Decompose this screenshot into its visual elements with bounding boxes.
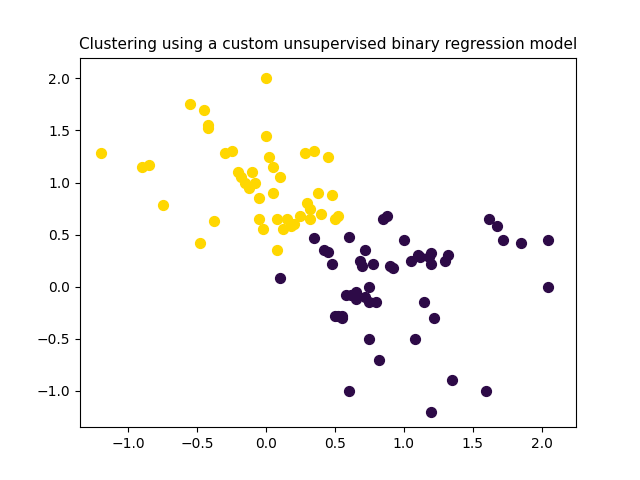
Point — [351, 295, 361, 303]
Point — [369, 260, 379, 267]
Point — [364, 335, 374, 343]
Point — [385, 262, 395, 270]
Point — [272, 215, 282, 223]
Point — [492, 222, 502, 230]
Point — [344, 233, 354, 240]
Point — [337, 314, 347, 322]
Point — [185, 101, 195, 108]
Point — [351, 288, 361, 296]
Point — [268, 189, 278, 197]
Point — [285, 222, 296, 230]
Point — [268, 163, 278, 171]
Point — [516, 239, 526, 247]
Point — [498, 236, 508, 244]
Point — [374, 356, 384, 363]
Point — [323, 153, 333, 160]
Point — [309, 234, 319, 241]
Point — [289, 220, 299, 228]
Point — [419, 299, 429, 306]
Title: Clustering using a custom unsupervised binary regression model: Clustering using a custom unsupervised b… — [79, 37, 577, 52]
Point — [209, 217, 219, 225]
Point — [429, 314, 439, 322]
Point — [250, 179, 260, 186]
Point — [137, 163, 147, 171]
Point — [543, 236, 554, 244]
Point — [240, 179, 250, 186]
Point — [277, 226, 287, 233]
Point — [258, 226, 268, 233]
Point — [346, 291, 356, 299]
Point — [412, 252, 422, 259]
Point — [319, 246, 329, 254]
Point — [316, 210, 326, 217]
Point — [330, 215, 340, 223]
Point — [440, 257, 450, 264]
Point — [302, 200, 312, 207]
Point — [282, 215, 292, 223]
Point — [220, 150, 230, 157]
Point — [543, 283, 554, 290]
Point — [426, 250, 436, 257]
Point — [254, 215, 264, 223]
Point — [305, 205, 316, 213]
Point — [484, 215, 494, 223]
Point — [295, 212, 305, 220]
Point — [355, 257, 365, 264]
Point — [406, 257, 416, 264]
Point — [481, 387, 492, 395]
Point — [344, 387, 354, 395]
Point — [203, 121, 213, 129]
Point — [357, 262, 367, 270]
Point — [410, 335, 420, 343]
Point — [275, 275, 285, 282]
Point — [443, 252, 453, 259]
Point — [275, 173, 285, 181]
Point — [244, 184, 255, 192]
Point — [305, 215, 316, 223]
Point — [199, 106, 209, 113]
Point — [247, 168, 257, 176]
Point — [340, 291, 351, 299]
Point — [360, 246, 371, 254]
Point — [447, 376, 457, 384]
Point — [234, 168, 244, 176]
Point — [371, 299, 381, 306]
Point — [333, 312, 343, 320]
Point — [378, 215, 388, 223]
Point — [203, 124, 213, 132]
Point — [313, 189, 323, 197]
Point — [333, 212, 343, 220]
Point — [254, 194, 264, 202]
Point — [330, 312, 340, 320]
Point — [300, 150, 310, 157]
Point — [364, 283, 374, 290]
Point — [323, 249, 333, 256]
Point — [415, 253, 426, 261]
Point — [272, 246, 282, 254]
Point — [236, 173, 246, 181]
Point — [399, 236, 409, 244]
Point — [426, 260, 436, 267]
Point — [360, 293, 371, 301]
Point — [95, 150, 106, 157]
Point — [261, 74, 271, 82]
Point — [309, 147, 319, 155]
Point — [388, 264, 398, 272]
Point — [157, 202, 168, 209]
Point — [227, 147, 237, 155]
Point — [264, 153, 274, 160]
Point — [364, 299, 374, 306]
Point — [327, 260, 337, 267]
Point — [337, 312, 347, 320]
Point — [382, 212, 392, 220]
Point — [195, 239, 205, 247]
Point — [144, 161, 154, 168]
Point — [426, 408, 436, 415]
Point — [261, 132, 271, 140]
Point — [424, 253, 434, 261]
Point — [327, 191, 337, 199]
